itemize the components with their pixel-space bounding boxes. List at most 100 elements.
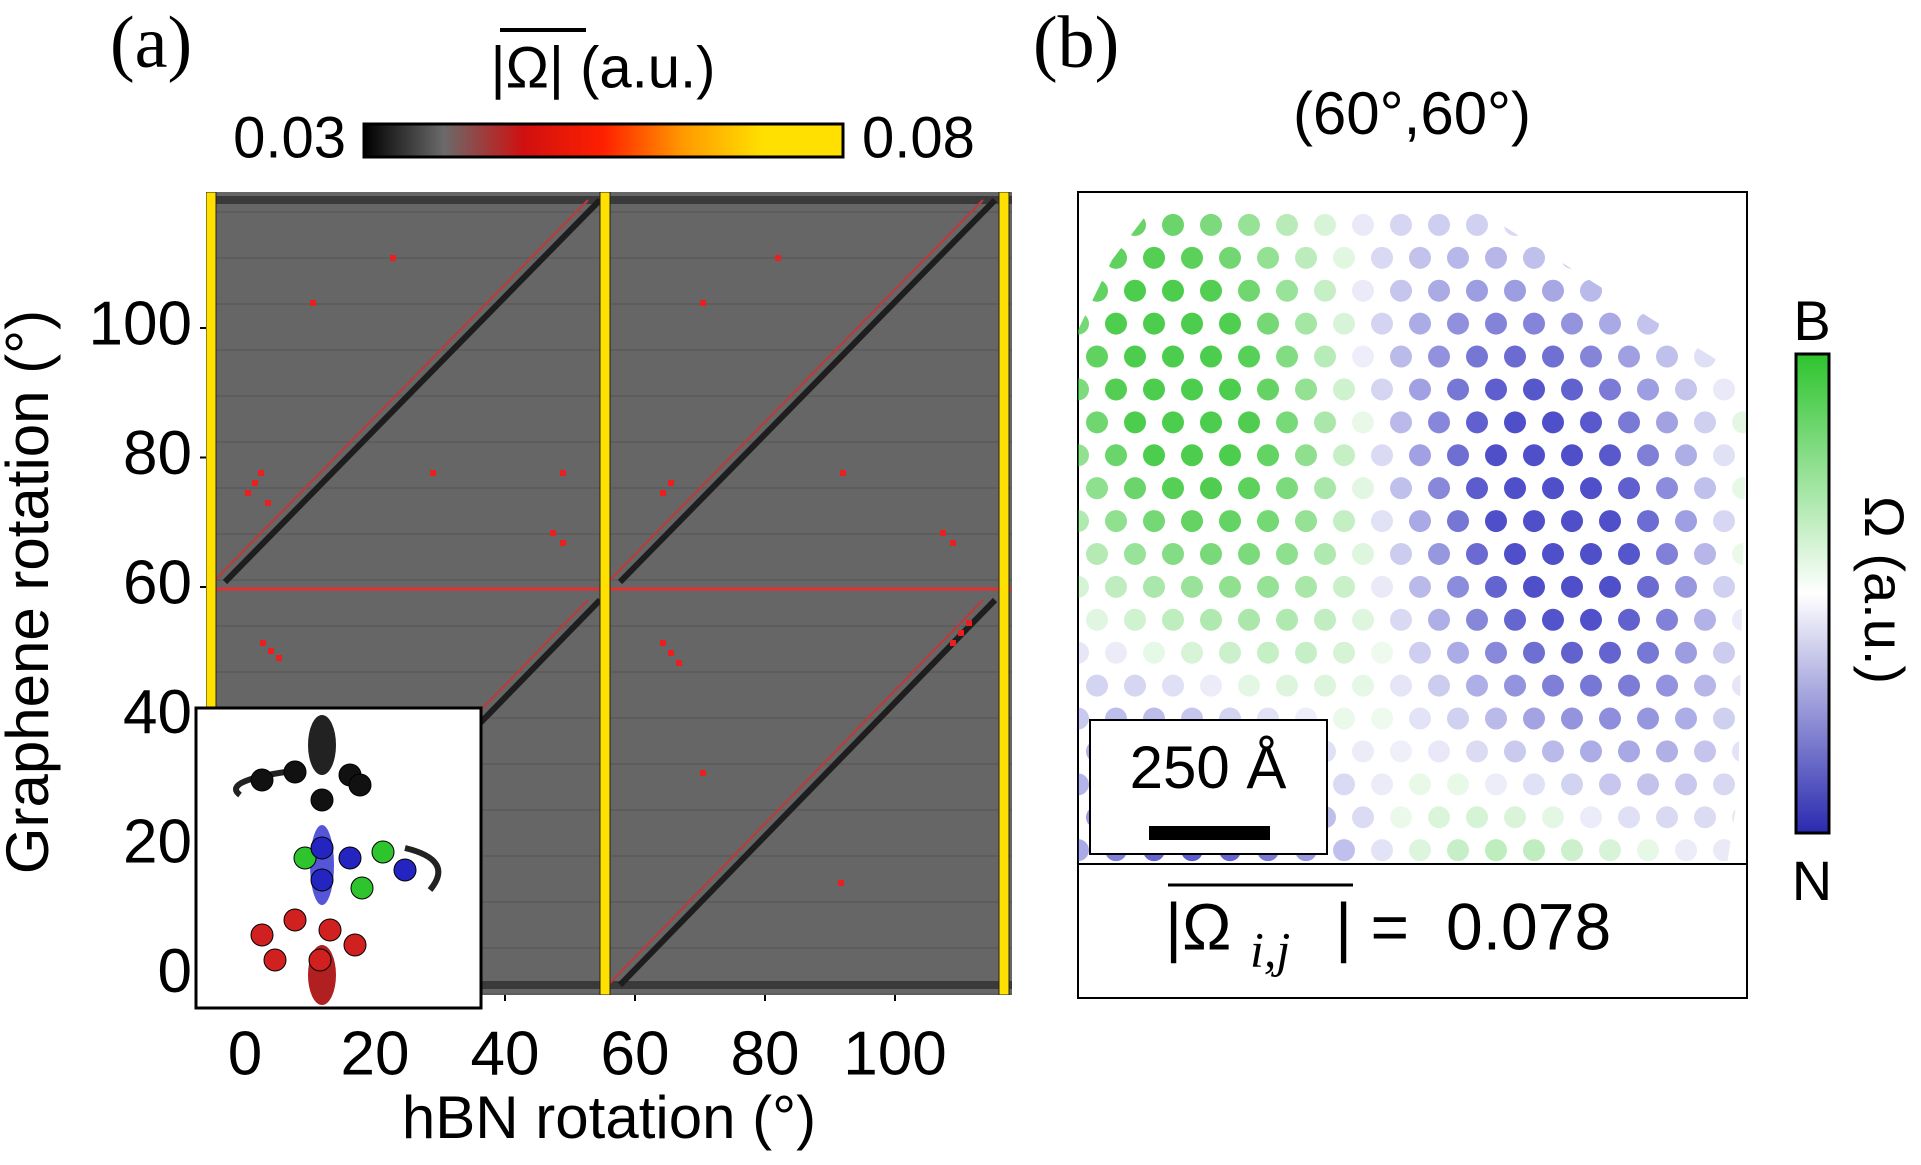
moire-dot	[1447, 510, 1469, 533]
moire-dot	[1409, 378, 1431, 401]
moire-dot	[1504, 608, 1526, 631]
atom	[283, 908, 307, 932]
moire-dot	[1599, 773, 1621, 796]
moire-dot	[1561, 312, 1583, 335]
moire-dot	[1637, 773, 1659, 796]
heatmap-spot	[668, 650, 674, 656]
moire-dot	[1656, 740, 1678, 763]
heatmap-spot	[260, 640, 266, 646]
moire-dot	[1542, 740, 1564, 763]
moire-dot	[1257, 246, 1279, 269]
moire-dot	[1447, 839, 1469, 862]
moire-dot	[1751, 576, 1773, 598]
moire-dot	[1523, 312, 1545, 335]
moire-dot	[1219, 246, 1241, 269]
moire-dot	[1599, 839, 1621, 862]
moire-dot	[1656, 345, 1678, 368]
moire-dot	[1314, 674, 1336, 697]
moire-dot	[1105, 444, 1127, 467]
moire-dot	[1181, 444, 1203, 467]
moire-dot	[1276, 345, 1298, 368]
y-tick-label: 20	[123, 807, 192, 876]
heatmap-spot	[265, 500, 271, 506]
moire-dot	[1599, 378, 1621, 401]
moire-dot	[1029, 510, 1051, 532]
moire-dot	[1371, 839, 1393, 862]
moire-dot	[1637, 839, 1659, 862]
moire-dot	[1675, 510, 1697, 533]
moire-dot	[1428, 674, 1450, 697]
moire-dot	[1078, 839, 1089, 862]
moire-dot	[1257, 378, 1279, 401]
moire-dot	[1219, 312, 1241, 335]
y-tick-label: 80	[123, 419, 192, 488]
moire-dot	[1048, 214, 1070, 236]
heatmap-diagonal	[212, 199, 589, 583]
x-tick-label: 40	[471, 1019, 540, 1088]
heatmap-spot	[245, 490, 251, 496]
moire-dot	[1219, 444, 1241, 467]
moire-dot	[1257, 575, 1279, 598]
moire-dot	[1542, 542, 1564, 565]
heatmap-spot	[700, 770, 706, 776]
moire-dot	[1048, 872, 1070, 894]
moire-dot	[1029, 576, 1051, 598]
moire-dot	[1447, 312, 1469, 335]
moire-dot	[1352, 411, 1374, 434]
heatmap-spot	[252, 480, 258, 486]
moire-dot	[1580, 411, 1602, 434]
moire-dot	[1675, 839, 1697, 862]
moire-dot	[1390, 608, 1412, 631]
moire-dot	[1561, 839, 1583, 862]
moire-dot	[1238, 477, 1260, 500]
moire-dot	[1428, 806, 1450, 829]
heatmap-spot	[840, 470, 846, 476]
moire-dot	[1162, 477, 1184, 500]
moire-dot	[1504, 542, 1526, 565]
moire-dot	[1637, 444, 1659, 467]
moire-dot	[1618, 740, 1640, 763]
moire-dot	[1371, 246, 1393, 269]
moire-dot	[1599, 575, 1621, 598]
moire-dot	[1238, 345, 1260, 368]
x-tick-label: 60	[601, 1019, 670, 1088]
moire-dot	[1276, 279, 1298, 302]
moire-dot	[1732, 477, 1747, 500]
moire-dot	[1770, 872, 1792, 894]
moire-dot	[1523, 246, 1545, 269]
moire-dot	[1637, 510, 1659, 533]
moire-dot	[1238, 674, 1260, 697]
heatmap-spot	[390, 255, 396, 261]
moire-dot	[1238, 608, 1260, 631]
x-tick-label: 20	[341, 1019, 410, 1088]
atom	[350, 876, 374, 900]
moire-dot	[1466, 213, 1488, 236]
moire-dot	[1333, 312, 1355, 335]
moire-dot	[1618, 608, 1640, 631]
moire-dot	[1751, 313, 1773, 335]
moire-dot	[1181, 378, 1203, 401]
moire-dot	[1675, 773, 1697, 796]
moire-dot	[1029, 773, 1051, 795]
moire-dot	[1428, 542, 1450, 565]
moire-dot	[1751, 708, 1773, 730]
moire-dot	[1504, 740, 1526, 763]
moire-dot	[1580, 740, 1602, 763]
moire-dot	[1447, 641, 1469, 664]
moire-dot	[1409, 510, 1431, 533]
moire-dot	[1694, 608, 1716, 631]
colorbar-top-label: B	[1793, 289, 1830, 352]
moire-dot	[1143, 510, 1165, 533]
colorbar	[362, 122, 845, 159]
moire-dot	[1580, 279, 1602, 302]
moire-dot	[1466, 542, 1488, 565]
moire-dot	[1295, 246, 1317, 269]
atom	[371, 840, 395, 864]
atom	[310, 836, 334, 860]
heatmap-spot	[258, 470, 264, 476]
moire-dot	[1713, 510, 1735, 533]
y-tick-label: 0	[158, 937, 192, 1006]
moire-dot	[1466, 806, 1488, 829]
atom	[338, 846, 362, 870]
